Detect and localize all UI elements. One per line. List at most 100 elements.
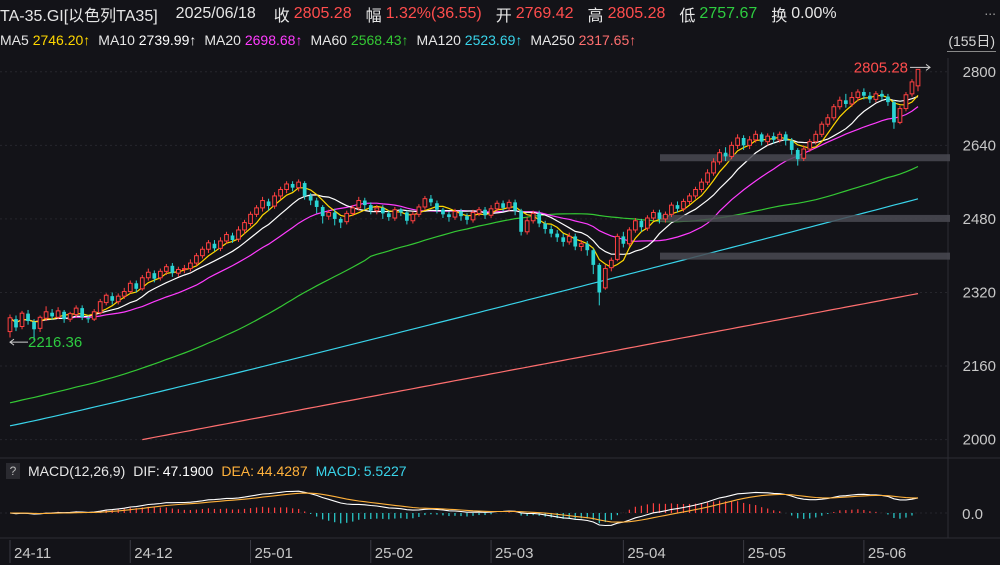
candle-body (157, 270, 163, 279)
candle-body (663, 213, 668, 220)
candle-body (645, 217, 650, 229)
candle-body (410, 213, 416, 222)
ma-legend-value: 2523.69↑ (464, 32, 523, 48)
candle-body (176, 268, 181, 274)
period-selector[interactable]: (155日) (947, 31, 996, 52)
candle-body (284, 183, 289, 190)
candle-body (26, 313, 30, 321)
candle-body (350, 207, 356, 214)
candle-body (880, 93, 884, 97)
candle (597, 263, 602, 306)
candle-body (218, 240, 223, 249)
candle-body (476, 209, 482, 214)
candle-body (416, 206, 422, 215)
candle-body (537, 213, 542, 224)
candle (627, 227, 632, 247)
candle (332, 208, 337, 226)
candle-body (488, 208, 494, 216)
candle (139, 275, 145, 291)
candle-body (639, 220, 644, 228)
candle (501, 200, 505, 212)
candle (422, 195, 428, 210)
candle-body (302, 183, 307, 196)
candle (73, 305, 79, 318)
candle (807, 138, 813, 152)
candle-body (194, 255, 199, 264)
candle-body (513, 202, 517, 211)
candle (699, 178, 704, 193)
candle-body (524, 220, 530, 233)
candle-body (795, 149, 800, 160)
ma-legend-value: 2317.65↑ (578, 32, 637, 48)
candle (524, 217, 530, 235)
ma-legend-value: 2698.68↑ (244, 32, 303, 48)
candle (134, 280, 139, 293)
candle-body (139, 277, 145, 290)
candle-body (19, 312, 25, 328)
more-options-icon[interactable]: ... (984, 2, 996, 18)
candle (356, 196, 362, 211)
candle-body (290, 183, 295, 188)
candle-body (657, 212, 662, 219)
candle (452, 208, 458, 220)
candle (115, 293, 121, 305)
ma-legend-label: MA5 (0, 32, 33, 48)
candle-body (380, 207, 385, 214)
candle-body (392, 209, 398, 219)
candle (513, 199, 517, 216)
candle (873, 91, 879, 103)
candle-body (723, 152, 728, 157)
candle-body (549, 229, 554, 234)
candle-body (37, 316, 43, 329)
candle (777, 131, 783, 143)
candle-body (152, 273, 157, 279)
candle (819, 121, 825, 138)
candle (194, 252, 199, 266)
candle-body (693, 188, 698, 197)
candle-body (915, 68, 921, 87)
candle (591, 248, 596, 275)
candle-body (200, 248, 205, 257)
candle (14, 315, 18, 332)
candle (290, 181, 295, 192)
candle-body (254, 207, 259, 215)
candle (260, 196, 265, 212)
candle (639, 218, 644, 232)
candle-body (7, 317, 13, 333)
help-icon[interactable]: ? (6, 463, 20, 479)
candle (55, 307, 61, 320)
candle (236, 226, 241, 242)
candle-body (843, 100, 848, 104)
candle (909, 79, 915, 97)
ma-legend-value: 2739.99↑ (138, 32, 197, 48)
candle (868, 92, 872, 104)
candle-body (759, 134, 764, 142)
candle-body (789, 140, 794, 150)
ma-legend-item: MA250 2317.65↑ (530, 32, 636, 48)
candle (91, 309, 97, 321)
candle (789, 138, 794, 155)
candle-body (873, 93, 879, 100)
candle-body (897, 108, 903, 123)
candle (97, 298, 103, 315)
level-band (660, 214, 950, 222)
candle (506, 199, 512, 211)
candle (200, 246, 205, 259)
candle-body (429, 198, 433, 203)
candle-body (747, 139, 752, 146)
candle-body (110, 296, 115, 301)
date-tick-label: 25-03 (495, 545, 533, 562)
candle-body (459, 211, 463, 217)
candle-body (591, 250, 596, 265)
candle (669, 202, 674, 218)
candle-body (578, 243, 584, 248)
candle-body (681, 200, 686, 210)
candle-body (717, 152, 722, 163)
candle (206, 240, 211, 253)
candle (657, 209, 662, 224)
candle (741, 135, 746, 150)
candle (338, 217, 343, 229)
candle (519, 208, 523, 236)
change-label: 幅 (365, 8, 382, 25)
